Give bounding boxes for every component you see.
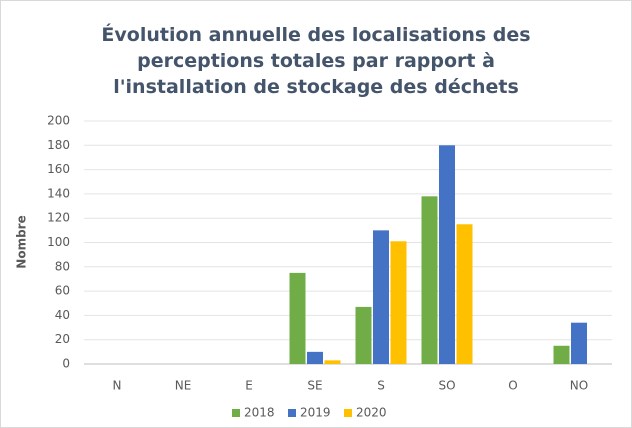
y-tick-label: 200 xyxy=(47,114,70,128)
bar xyxy=(456,224,473,364)
x-tick-label: N xyxy=(113,379,122,393)
chart-title: Évolution annuelle des localisations des… xyxy=(101,24,531,98)
legend-label: 2019 xyxy=(300,406,331,420)
x-tick-label: SO xyxy=(438,379,455,393)
y-tick-label: 20 xyxy=(55,332,70,346)
legend-label: 2020 xyxy=(356,406,387,420)
bar xyxy=(553,345,570,364)
bar xyxy=(571,322,587,364)
y-tick-label: 100 xyxy=(47,235,70,249)
legend-swatch xyxy=(288,409,296,417)
x-tick-label: NE xyxy=(175,379,192,393)
y-tick-label: 60 xyxy=(55,284,70,298)
legend-label: 2018 xyxy=(244,406,275,420)
y-tick-label: 40 xyxy=(55,308,70,322)
bar xyxy=(373,230,389,364)
x-tick-label: SE xyxy=(307,379,322,393)
bar xyxy=(289,272,306,364)
bar xyxy=(307,351,323,364)
legend-swatch xyxy=(232,409,240,417)
bar xyxy=(390,241,407,364)
x-tick-label: NO xyxy=(570,379,588,393)
bar xyxy=(324,360,341,364)
x-tick-label: O xyxy=(508,379,517,393)
y-tick-label: 140 xyxy=(47,186,70,200)
x-tick-label: S xyxy=(377,379,385,393)
y-tick-label: 80 xyxy=(55,259,70,273)
bar xyxy=(421,196,438,364)
bar xyxy=(355,306,372,364)
bar xyxy=(439,145,455,364)
y-tick-label: 0 xyxy=(62,357,70,371)
y-tick-label: 120 xyxy=(47,211,70,225)
legend-swatch xyxy=(344,409,352,417)
y-axis-label: Nombre xyxy=(15,215,29,268)
y-tick-label: 160 xyxy=(47,162,70,176)
y-tick-label: 180 xyxy=(47,138,70,152)
x-tick-label: E xyxy=(245,379,253,393)
